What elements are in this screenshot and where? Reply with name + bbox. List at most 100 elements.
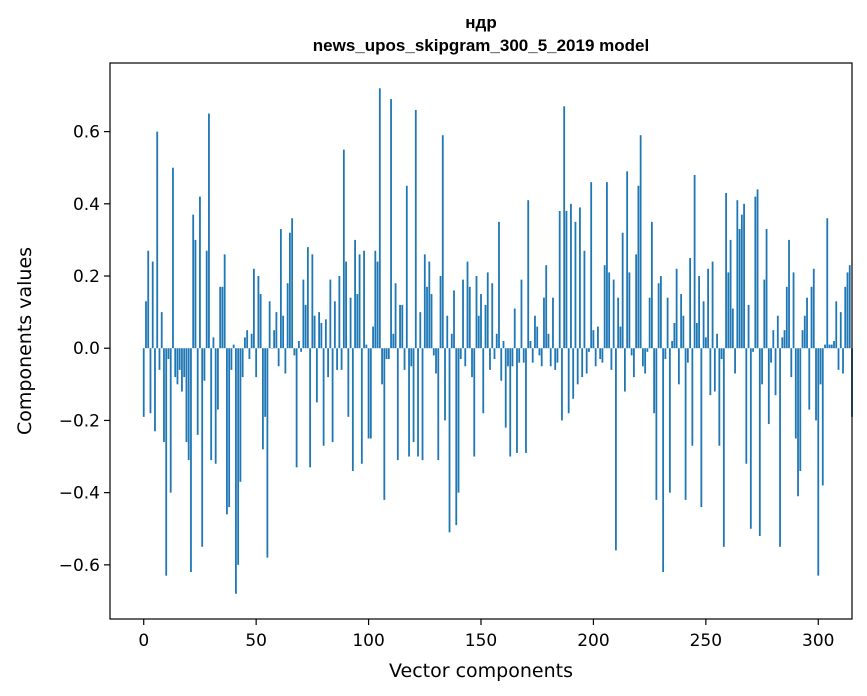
bar [480, 294, 482, 349]
bar [183, 348, 186, 378]
bar [583, 250, 586, 349]
bar [396, 348, 399, 461]
bar [585, 348, 588, 374]
bar [336, 348, 338, 370]
bar [367, 348, 370, 439]
bar [286, 283, 289, 349]
bar [774, 348, 777, 396]
bar [239, 348, 242, 482]
bar [192, 214, 195, 349]
y-tick-label: 0.6 [73, 123, 100, 143]
bar [232, 344, 235, 349]
bar [446, 315, 449, 349]
bar [331, 348, 334, 443]
bar [201, 348, 204, 547]
bar [185, 348, 188, 443]
bar [358, 254, 361, 349]
bar [403, 348, 406, 370]
bar [770, 348, 772, 363]
bar [709, 348, 712, 396]
bar [327, 348, 329, 378]
bar [693, 174, 696, 349]
bar [713, 348, 716, 392]
bar [682, 315, 685, 349]
bar [819, 348, 822, 385]
bar [228, 348, 231, 508]
bar [801, 330, 804, 349]
bar [650, 221, 653, 349]
bar [302, 279, 305, 349]
bar [763, 279, 766, 349]
chart-title: ндр [465, 13, 496, 32]
bar [486, 272, 489, 349]
bar [788, 239, 790, 349]
bar [727, 272, 730, 349]
bar [504, 348, 507, 428]
bar [304, 304, 307, 349]
bar [329, 279, 332, 349]
bar [749, 348, 752, 529]
bar [196, 348, 199, 435]
bar [817, 348, 820, 576]
bar [165, 348, 168, 576]
bar [563, 106, 566, 349]
bar [498, 221, 500, 349]
bar [576, 348, 579, 385]
bar [457, 348, 460, 493]
bar [410, 348, 413, 367]
bar [637, 185, 640, 349]
bar [826, 218, 829, 349]
bar [797, 348, 799, 497]
bar [527, 200, 530, 349]
bar [275, 312, 278, 349]
bar [230, 348, 233, 370]
bar [725, 192, 727, 349]
bar [772, 330, 775, 349]
bar [590, 182, 593, 349]
bar [376, 261, 379, 349]
bar [156, 131, 159, 349]
bar [464, 348, 467, 367]
bar [511, 348, 514, 367]
y-axis-label: Components values [14, 247, 36, 435]
bar [824, 344, 826, 349]
bar [581, 348, 584, 378]
bar [704, 337, 707, 349]
bar [689, 257, 692, 349]
bar [799, 348, 802, 471]
bar [601, 348, 604, 363]
bar [149, 348, 152, 414]
bar [318, 312, 321, 349]
bar [664, 348, 667, 360]
bar [151, 261, 154, 349]
bar [792, 272, 795, 349]
bar [383, 348, 386, 500]
bar [828, 344, 831, 349]
bar [291, 218, 294, 349]
bar [385, 348, 388, 360]
bar [646, 348, 649, 352]
bar [212, 337, 215, 349]
bar [455, 348, 458, 526]
bar [673, 322, 676, 349]
bar [320, 322, 323, 349]
bar [174, 348, 177, 378]
bar [574, 221, 577, 349]
bar [297, 341, 300, 349]
bar [516, 348, 518, 453]
bar [311, 254, 314, 349]
bar [142, 348, 145, 417]
bar [639, 135, 642, 349]
bar [365, 344, 368, 349]
x-tick-label: 200 [577, 631, 609, 651]
bar [781, 337, 784, 349]
bar [534, 315, 536, 349]
bar [720, 348, 723, 360]
bar [626, 171, 629, 349]
bar [572, 348, 575, 399]
bar [680, 294, 683, 349]
bar [468, 286, 471, 349]
bar [471, 348, 473, 378]
